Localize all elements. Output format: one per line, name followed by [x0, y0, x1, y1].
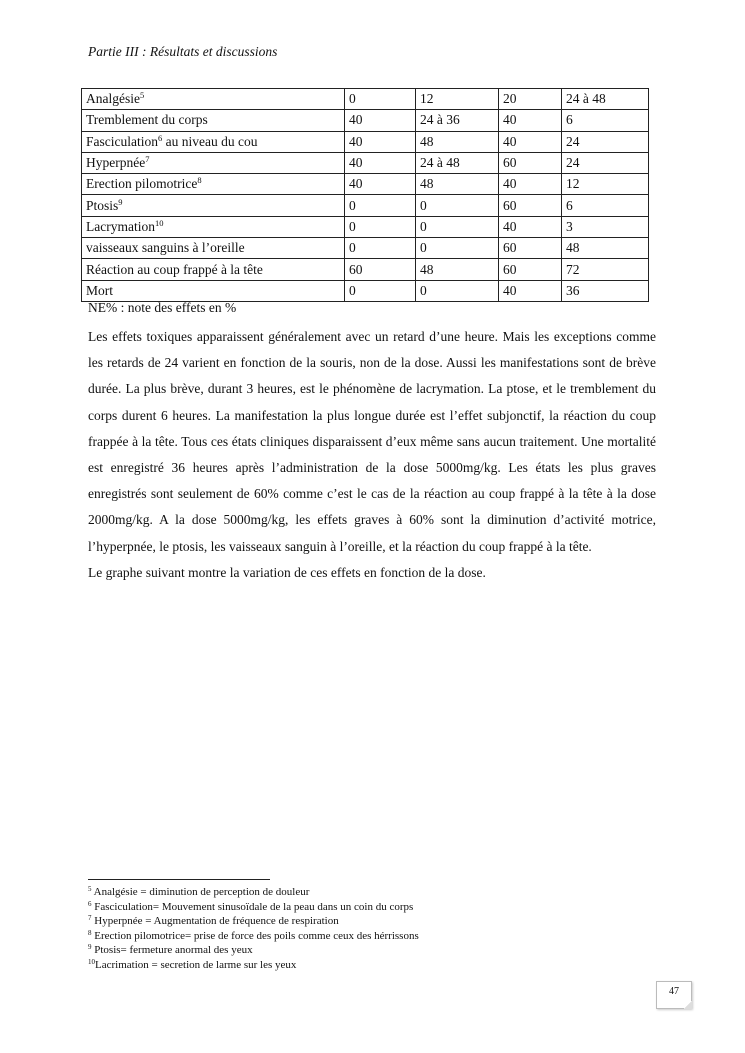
footnote: 10Lacrimation = secretion de larme sur l… — [88, 957, 297, 971]
table-cell: 0 — [344, 215, 416, 239]
table-cell: 60 — [498, 237, 562, 260]
paragraph: Les effets toxiques apparaissent général… — [88, 329, 656, 554]
table-row: Analgésie5 0 12 20 24 à 48 — [81, 87, 649, 111]
table-cell: 40 — [344, 109, 416, 132]
row-label: Erection pilomotrice8 — [81, 173, 345, 196]
row-label: Tremblement du corps — [81, 109, 345, 132]
table-cell: 40 — [498, 130, 562, 153]
footnote-ref: 10 — [154, 217, 164, 228]
row-label: Lacrymation10 — [81, 215, 345, 239]
table-row: Tremblement du corps 40 24 à 36 40 6 — [81, 109, 649, 132]
table-cell: 24 à 36 — [415, 109, 499, 132]
table-cell: 0 — [344, 237, 416, 260]
footnote: 7 Hyperpnée = Augmentation de fréquence … — [88, 914, 339, 928]
row-label: Analgésie5 — [81, 87, 345, 111]
table-cell: 72 — [561, 258, 649, 281]
effects-table: Analgésie5 0 12 20 24 à 48 Tremblement du cor… — [81, 87, 649, 302]
table-cell: 40 — [498, 109, 562, 132]
table-cell: 20 — [498, 87, 562, 111]
footnote-ref: 6 — [157, 132, 163, 143]
table-cell: 6 — [561, 109, 649, 132]
table-cell: 40 — [498, 215, 562, 239]
table-cell: 40 — [344, 151, 416, 175]
table-cell: 6 — [561, 194, 649, 217]
row-label: Hyperpnée7 — [81, 151, 345, 175]
row-label: vaisseaux sanguins à l’oreille — [81, 237, 345, 260]
table-cell: 0 — [415, 194, 499, 217]
footnote-ref: 5 — [139, 90, 145, 101]
table-cell: 48 — [415, 130, 499, 153]
table-cell: 40 — [344, 130, 416, 153]
table-row: Fasciculation6 au niveau du cou 40 48 40 24 — [81, 130, 649, 153]
table-row: vaisseaux sanguins à l’oreille 0 0 60 48 — [81, 237, 649, 260]
row-label: Fasciculation6 au niveau du cou — [81, 130, 345, 153]
footnote: 5 Analgésie = diminution de perception d… — [88, 885, 310, 899]
table-cell: 24 à 48 — [561, 87, 649, 111]
table-cell: 0 — [344, 194, 416, 217]
footnote: 8 Erection pilomotrice= prise de force d… — [88, 928, 419, 942]
row-label: Ptosis9 — [81, 194, 345, 217]
table-cell: 36 — [561, 279, 649, 302]
table-cell: 24 — [561, 130, 649, 153]
table-cell: 24 — [561, 151, 649, 175]
footnote-ref: 9 — [118, 196, 123, 207]
table-cell: 0 — [344, 87, 416, 111]
table-cell: 3 — [561, 215, 649, 239]
table-cell: 12 — [415, 87, 499, 111]
table-row: Mort 0 0 40 36 — [81, 279, 649, 302]
footnote: 6 Fasciculation= Mouvement sinusoïdale d… — [88, 899, 414, 913]
body-text: Les effets toxiques apparaissent général… — [88, 324, 656, 586]
page-header: Partie III : Résultats et discussions — [88, 44, 278, 59]
table-cell: 12 — [561, 173, 649, 196]
footnote-ref: 8 — [197, 175, 202, 186]
table-cell: 48 — [561, 237, 649, 260]
table-cell: 60 — [344, 258, 416, 281]
footnote: 9 Ptosis= fermeture anormal des yeux — [88, 943, 253, 957]
table-cell: 0 — [415, 215, 499, 239]
table-cell: 0 — [415, 237, 499, 260]
footnote-ref: 7 — [145, 154, 150, 165]
table-row: Réaction au coup frappé à la tête 60 48 60 7… — [81, 258, 649, 281]
table-cell: 40 — [498, 173, 562, 196]
table-cell: 24 à 48 — [415, 151, 499, 175]
table-note: NE% : note des effets en % — [88, 300, 237, 315]
page-number: 47 — [656, 981, 692, 1009]
table-cell: 48 — [415, 258, 499, 281]
paragraph: Le graphe suivant montre la variation de… — [88, 564, 486, 580]
footnote-separator — [88, 879, 270, 880]
table-cell: 0 — [415, 279, 499, 302]
table-cell: 0 — [344, 279, 416, 302]
table-row: Ptosis9 0 0 60 6 — [81, 194, 649, 217]
table-row: Lacrymation10 0 0 40 3 — [81, 215, 649, 239]
row-label: Mort — [81, 279, 345, 302]
footnotes: 5 Analgésie = diminution de perception d… — [88, 885, 419, 973]
table-cell: 60 — [498, 258, 562, 281]
table-cell: 60 — [498, 151, 562, 175]
table-row: Erection pilomotrice8 40 48 40 12 — [81, 173, 649, 196]
table-cell: 60 — [498, 194, 562, 217]
table-cell: 40 — [498, 279, 562, 302]
table-row: Hyperpnée7 40 24 à 48 60 24 — [81, 151, 649, 175]
table-cell: 40 — [344, 173, 416, 196]
row-label: Réaction au coup frappé à la tête — [81, 258, 345, 281]
table-cell: 48 — [415, 173, 499, 196]
